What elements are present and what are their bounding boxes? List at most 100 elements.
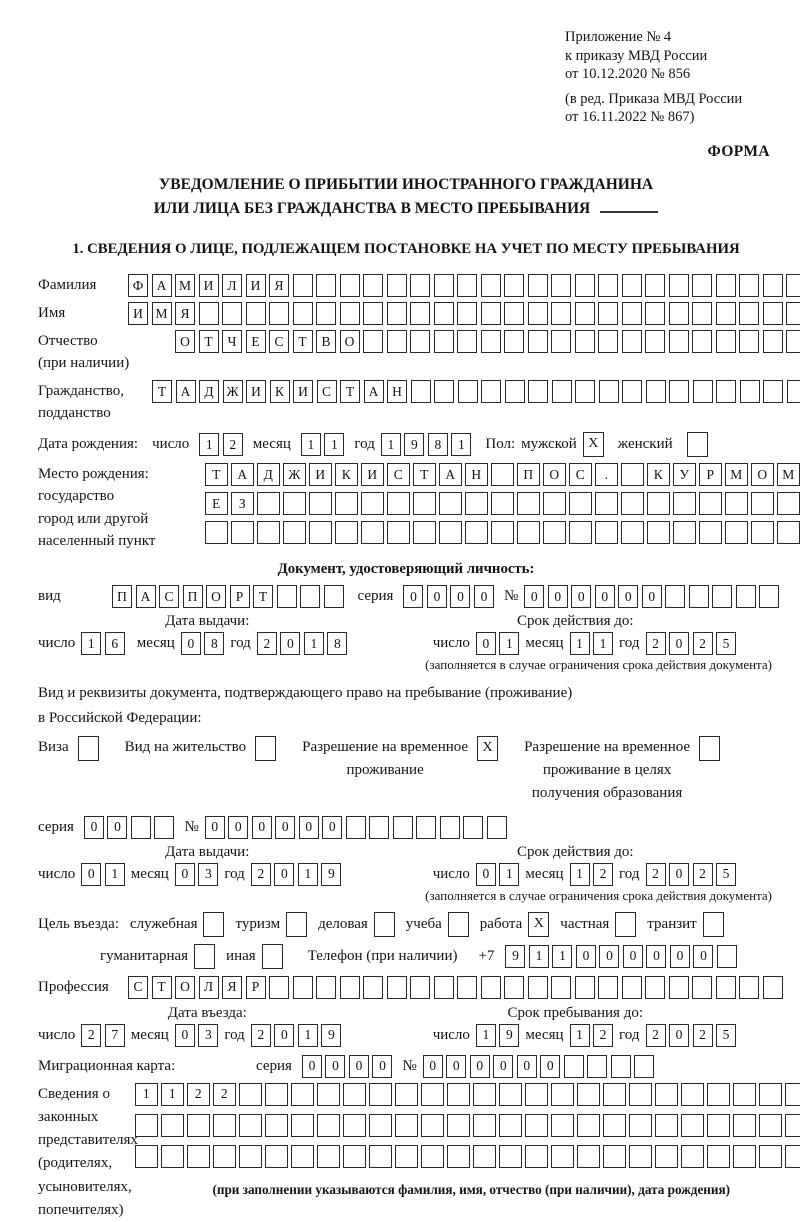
char-cell[interactable] xyxy=(629,1114,652,1137)
char-cell[interactable] xyxy=(457,274,477,297)
char-cell[interactable]: 2 xyxy=(646,863,666,886)
char-cell[interactable] xyxy=(629,1083,652,1106)
char-cell[interactable] xyxy=(598,330,618,353)
char-cell[interactable] xyxy=(309,492,332,515)
purpose-transit-checkbox[interactable] xyxy=(703,912,724,937)
temp-residence-edu-checkbox[interactable] xyxy=(699,736,720,761)
char-cell[interactable]: Т xyxy=(199,330,219,353)
char-cell[interactable]: М xyxy=(777,463,800,486)
char-cell[interactable] xyxy=(434,330,454,353)
char-cell[interactable]: 0 xyxy=(474,585,494,608)
char-cell[interactable] xyxy=(387,302,407,325)
char-cell[interactable] xyxy=(361,492,384,515)
char-cell[interactable] xyxy=(647,521,670,544)
char-cell[interactable] xyxy=(340,274,360,297)
char-cell[interactable] xyxy=(499,1083,522,1106)
char-cell[interactable]: С xyxy=(569,463,592,486)
char-cell[interactable]: 0 xyxy=(595,585,615,608)
char-cell[interactable] xyxy=(785,1083,800,1106)
checkbox-cell[interactable] xyxy=(615,912,636,937)
char-cell[interactable] xyxy=(369,1145,392,1168)
char-cell[interactable] xyxy=(473,1083,496,1106)
char-cell[interactable] xyxy=(277,585,297,608)
char-cell[interactable] xyxy=(759,1083,782,1106)
char-cell[interactable]: 1 xyxy=(324,433,344,456)
char-cell[interactable]: 2 xyxy=(693,1024,713,1047)
char-cell[interactable]: 2 xyxy=(257,632,277,655)
char-cell[interactable] xyxy=(291,1145,314,1168)
char-cell[interactable]: А xyxy=(152,274,172,297)
char-cell[interactable]: Т xyxy=(293,330,313,353)
char-cell[interactable]: О xyxy=(543,463,566,486)
char-cell[interactable]: 3 xyxy=(198,1024,218,1047)
char-cell[interactable] xyxy=(786,302,800,325)
char-cell[interactable] xyxy=(733,1114,756,1137)
char-cell[interactable] xyxy=(457,330,477,353)
char-cell[interactable] xyxy=(316,976,336,999)
char-cell[interactable]: 1 xyxy=(298,1024,318,1047)
char-cell[interactable]: М xyxy=(725,463,748,486)
char-cell[interactable] xyxy=(673,492,696,515)
checkbox-cell[interactable] xyxy=(699,736,720,761)
char-cell[interactable]: 7 xyxy=(105,1024,125,1047)
char-cell[interactable] xyxy=(575,330,595,353)
char-cell[interactable]: 0 xyxy=(548,585,568,608)
char-cell[interactable] xyxy=(481,274,501,297)
char-cell[interactable] xyxy=(187,1145,210,1168)
char-cell[interactable] xyxy=(363,274,383,297)
char-cell[interactable] xyxy=(447,1114,470,1137)
char-cell[interactable] xyxy=(491,463,514,486)
char-cell[interactable]: 0 xyxy=(623,945,643,968)
char-cell[interactable]: 0 xyxy=(669,632,689,655)
char-cell[interactable] xyxy=(645,274,665,297)
char-cell[interactable]: 9 xyxy=(505,945,525,968)
char-cell[interactable] xyxy=(205,521,228,544)
char-cell[interactable]: 0 xyxy=(205,816,225,839)
char-cell[interactable] xyxy=(269,976,289,999)
char-cell[interactable]: Д xyxy=(199,380,219,403)
char-cell[interactable] xyxy=(551,302,571,325)
char-cell[interactable]: И xyxy=(246,380,266,403)
char-cell[interactable] xyxy=(410,330,430,353)
char-cell[interactable]: 0 xyxy=(107,816,127,839)
representatives-cells-row3[interactable] xyxy=(135,1145,800,1168)
char-cell[interactable]: 2 xyxy=(646,1024,666,1047)
char-cell[interactable]: 0 xyxy=(693,945,713,968)
char-cell[interactable] xyxy=(413,492,436,515)
char-cell[interactable] xyxy=(309,521,332,544)
char-cell[interactable]: И xyxy=(199,274,219,297)
char-cell[interactable]: Н xyxy=(387,380,407,403)
char-cell[interactable] xyxy=(551,1145,574,1168)
char-cell[interactable] xyxy=(655,1145,678,1168)
char-cell[interactable] xyxy=(465,521,488,544)
char-cell[interactable] xyxy=(369,1083,392,1106)
char-cell[interactable] xyxy=(763,302,783,325)
char-cell[interactable] xyxy=(669,302,689,325)
char-cell[interactable] xyxy=(736,585,756,608)
char-cell[interactable] xyxy=(622,380,642,403)
char-cell[interactable] xyxy=(413,521,436,544)
purpose-work-checkbox[interactable]: X xyxy=(528,912,549,937)
char-cell[interactable] xyxy=(693,380,713,403)
char-cell[interactable]: Ф xyxy=(128,274,148,297)
char-cell[interactable]: И xyxy=(128,302,148,325)
char-cell[interactable] xyxy=(343,1145,366,1168)
char-cell[interactable] xyxy=(622,330,642,353)
char-cell[interactable] xyxy=(525,1083,548,1106)
char-cell[interactable]: 1 xyxy=(570,863,590,886)
char-cell[interactable]: 0 xyxy=(274,863,294,886)
char-cell[interactable] xyxy=(785,1114,800,1137)
char-cell[interactable] xyxy=(316,302,336,325)
char-cell[interactable] xyxy=(528,330,548,353)
char-cell[interactable]: 5 xyxy=(716,1024,736,1047)
checkbox-cell[interactable] xyxy=(203,912,224,937)
char-cell[interactable] xyxy=(481,302,501,325)
